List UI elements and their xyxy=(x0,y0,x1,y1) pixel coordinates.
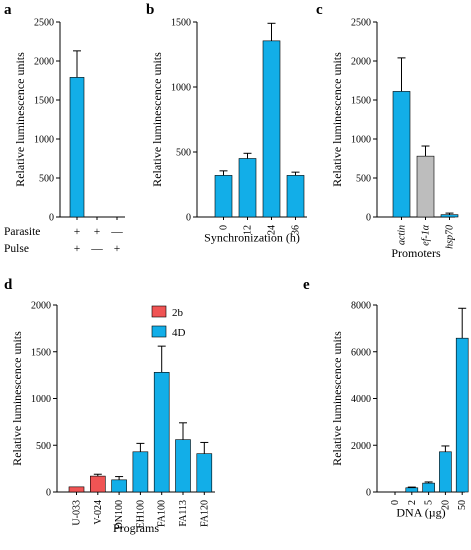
bar xyxy=(90,475,106,493)
x-tick-label: 5 xyxy=(424,500,435,505)
x-tick-label: 36 xyxy=(291,225,302,235)
legend-label: 2b xyxy=(172,307,184,319)
panel-letter-e: e xyxy=(303,277,310,293)
legend-swatch xyxy=(151,305,167,318)
y-tick-label: 0 xyxy=(366,488,371,499)
bar xyxy=(214,175,233,218)
bar xyxy=(392,91,411,218)
x-tick-label: V-024 xyxy=(93,500,104,525)
bar xyxy=(405,487,419,493)
bar xyxy=(439,451,452,493)
bar xyxy=(422,482,435,493)
x-axis-label: Synchronization (h) xyxy=(204,230,300,244)
x-tick-label: FA113 xyxy=(178,500,189,527)
y-tick-label: 2000 xyxy=(351,441,371,452)
bar xyxy=(286,175,305,218)
y-tick-label: 1500 xyxy=(34,96,54,107)
y-axis-label: Relative luminescence units xyxy=(150,52,164,187)
x-axis-label: Promoters xyxy=(391,246,441,260)
y-axis-label: Relative luminescence units xyxy=(330,52,344,187)
x-tick-label: 0 xyxy=(219,225,230,230)
y-axis-label: Relative luminescence units xyxy=(330,331,344,466)
y-tick-label: 500 xyxy=(36,441,51,452)
condition-label: Pulse xyxy=(4,243,29,255)
panel-d: d 0 500 1000 1500 2000 Relative luminescence u… xyxy=(4,277,215,535)
condition-mark: + xyxy=(74,243,81,255)
panel-a: a 0 500 1000 1500 2000 2500 Relative luminescen… xyxy=(4,2,125,255)
y-tick-label: 1000 xyxy=(171,83,191,94)
bar xyxy=(111,479,127,493)
bar xyxy=(153,372,170,493)
bar xyxy=(196,453,213,493)
y-tick-label: 2000 xyxy=(351,57,371,68)
y-tick-label: 0 xyxy=(49,213,54,224)
x-tick-label: FA120 xyxy=(199,500,210,527)
panel-letter-c: c xyxy=(316,2,323,18)
y-tick-label: 1500 xyxy=(31,347,51,358)
y-tick-label: 4000 xyxy=(351,394,371,405)
x-tick-label: 24 xyxy=(267,225,278,235)
panel-letter-b: b xyxy=(146,2,154,18)
y-axis-label: Relative luminescence units xyxy=(10,331,24,466)
y-tick-label: 500 xyxy=(356,174,371,185)
y-tick-label: 1000 xyxy=(31,394,51,405)
y-tick-label: 1000 xyxy=(34,135,54,146)
panel-letter-a: a xyxy=(4,2,12,18)
x-tick-label: U-033 xyxy=(72,500,83,526)
panel-letter-d: d xyxy=(4,277,13,293)
x-tick-label: DN100 xyxy=(114,500,125,529)
x-axis-label: DNA (µg) xyxy=(396,505,445,519)
x-tick-label: FA100 xyxy=(157,500,168,527)
panel-e: e 0 2000 4000 6000 8000 Relative luminescence … xyxy=(303,277,469,519)
y-tick-label: 2000 xyxy=(34,57,54,68)
legend-label: 4D xyxy=(172,327,186,339)
x-axis-label: Programs xyxy=(113,521,159,535)
bar xyxy=(455,337,469,493)
y-tick-label: 8000 xyxy=(351,301,371,312)
y-tick-label: 0 xyxy=(46,488,51,499)
condition-mark: + xyxy=(94,226,101,238)
y-tick-label: 500 xyxy=(39,174,54,185)
y-tick-label: 0 xyxy=(366,213,371,224)
condition-mark: + xyxy=(114,243,121,255)
panel-c: c 0 500 1000 1500 2000 2500 Relative luminescen… xyxy=(316,2,459,260)
y-tick-label: 0 xyxy=(186,213,191,224)
x-tick-label: 20 xyxy=(440,500,451,510)
bar xyxy=(262,40,281,218)
x-tick-label: 0 xyxy=(390,500,401,505)
condition-label: Parasite xyxy=(4,226,40,238)
bar xyxy=(175,439,191,493)
bar xyxy=(440,214,459,218)
condition-mark: — xyxy=(90,243,103,255)
x-tick-label: 12 xyxy=(243,225,254,235)
y-tick-label: 500 xyxy=(176,148,191,159)
panel-b: b 0 500 1000 1500 Relative luminescence units… xyxy=(146,2,307,244)
y-tick-label: 2000 xyxy=(31,301,51,312)
x-tick-label: 2 xyxy=(407,500,418,505)
y-tick-label: 2500 xyxy=(351,18,371,29)
legend-swatch xyxy=(151,325,167,338)
x-tick-label: ef-1α xyxy=(421,224,432,246)
x-tick-label: hsp70 xyxy=(445,225,456,249)
x-tick-label: 50 xyxy=(457,500,468,510)
y-tick-label: 1000 xyxy=(351,135,371,146)
y-tick-label: 2500 xyxy=(34,18,54,29)
bar xyxy=(132,451,149,493)
bar xyxy=(69,77,85,218)
bar xyxy=(68,486,85,493)
x-tick-label: actin xyxy=(397,225,408,245)
bar xyxy=(416,155,435,218)
y-axis-label: Relative luminescence units xyxy=(13,52,27,187)
bar xyxy=(238,158,257,218)
condition-mark: — xyxy=(110,226,123,238)
y-tick-label: 6000 xyxy=(351,347,371,358)
x-tick-label: EH100 xyxy=(135,500,146,528)
condition-mark: + xyxy=(74,226,81,238)
y-tick-label: 1500 xyxy=(351,96,371,107)
y-tick-label: 1500 xyxy=(171,18,191,29)
